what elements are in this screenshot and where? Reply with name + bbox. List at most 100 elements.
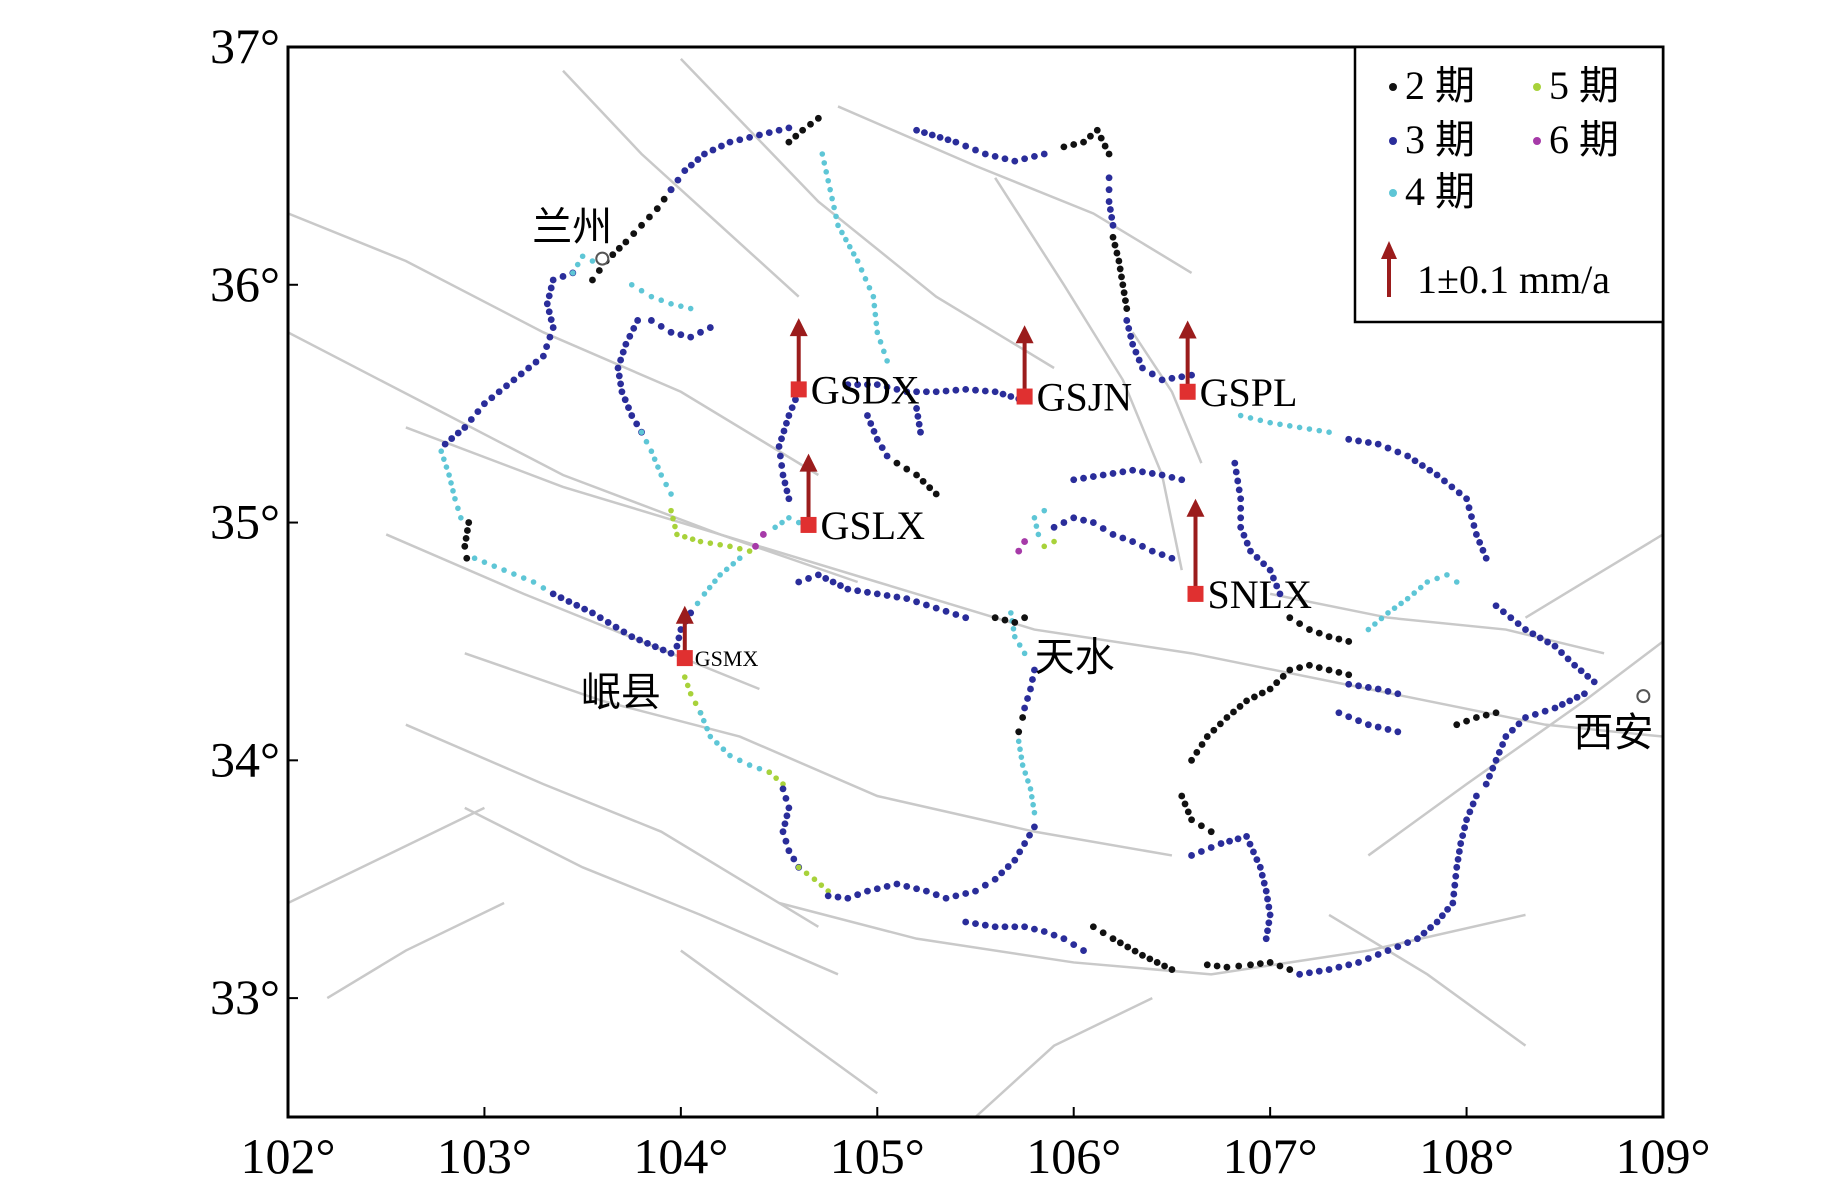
leveling-point (1116, 939, 1124, 947)
leveling-point (701, 591, 708, 597)
leveling-point (1276, 962, 1284, 970)
leveling-point (539, 352, 547, 360)
leveling-point (1011, 619, 1019, 626)
leveling-point (1258, 689, 1266, 697)
leveling-point (1213, 962, 1221, 970)
leveling-point (1463, 816, 1470, 824)
leveling-point (1558, 649, 1565, 656)
leveling-point (932, 388, 940, 396)
leveling-point (844, 894, 852, 902)
leveling-point (687, 305, 694, 312)
x-tick-label: 109° (1616, 1128, 1711, 1181)
leveling-point (1345, 713, 1353, 721)
leveling-point (628, 633, 636, 641)
leveling-point (952, 611, 960, 618)
leveling-point (785, 412, 793, 419)
leveling-point (831, 204, 837, 211)
profile-period-3 (1105, 174, 1117, 229)
fault-line (837, 105, 1193, 274)
leveling-point (981, 387, 989, 395)
profile-period-4 (819, 151, 890, 364)
leveling-point (1551, 642, 1559, 650)
leveling-point (651, 456, 658, 462)
leveling-point (1168, 374, 1176, 382)
leveling-point (913, 885, 920, 893)
leveling-point (545, 292, 553, 300)
leveling-point (981, 150, 989, 158)
leveling-point (782, 837, 790, 845)
profile-period-4 (1237, 412, 1332, 436)
leveling-point (829, 578, 837, 586)
leveling-point (1021, 704, 1029, 712)
profile-period-3 (962, 918, 1087, 954)
leveling-point (651, 643, 659, 651)
leveling-point (1461, 824, 1469, 832)
leveling-point (1158, 551, 1166, 559)
leveling-point (1021, 538, 1029, 545)
leveling-point (1384, 444, 1392, 452)
leveling-point (1466, 808, 1474, 816)
leveling-point (454, 429, 462, 437)
profile-period-4 (1015, 738, 1038, 816)
leveling-point (1247, 961, 1254, 969)
profile-period-2 (1015, 714, 1027, 736)
leveling-point (694, 156, 702, 163)
leveling-point (1385, 610, 1391, 616)
leveling-point (903, 882, 911, 890)
leveling-point (1109, 935, 1117, 943)
leveling-point (917, 428, 924, 436)
leveling-point (1119, 468, 1127, 476)
leveling-point (1207, 844, 1215, 851)
leveling-point (1027, 685, 1034, 693)
fault-line (405, 723, 820, 928)
leveling-point (574, 261, 581, 268)
leveling-point (928, 131, 936, 139)
leveling-point (1223, 963, 1231, 971)
leveling-point (1105, 198, 1113, 205)
leveling-point (448, 480, 454, 486)
leveling-point (1270, 574, 1277, 582)
leveling-point (1161, 962, 1168, 970)
velocity-arrow-head (789, 318, 808, 337)
leveling-point (1459, 832, 1467, 840)
leveling-point (1448, 483, 1456, 491)
legend: 2 期 3 期 4 期 5 期 6 期 1±0.1 mm/a (1353, 45, 1665, 324)
leveling-point (903, 465, 911, 473)
leveling-point (839, 229, 845, 236)
leveling-point (795, 864, 802, 871)
leveling-point (759, 531, 767, 538)
leveling-point (1099, 471, 1107, 479)
leveling-point (658, 297, 665, 304)
leveling-point (1033, 523, 1040, 529)
y-tick-label: 34° (210, 731, 280, 787)
leveling-point (525, 364, 533, 372)
leveling-point (811, 876, 818, 883)
leveling-point (1482, 711, 1490, 719)
leveling-point (638, 221, 645, 229)
leveling-point (441, 456, 447, 462)
leveling-point (660, 195, 668, 203)
leveling-point (1417, 584, 1424, 591)
leveling-point (1394, 728, 1402, 736)
profile-period-3 (667, 124, 793, 194)
leveling-point (559, 273, 567, 280)
leveling-point (452, 495, 458, 502)
leveling-point (1372, 621, 1378, 627)
leveling-point (913, 126, 920, 134)
leveling-point (1492, 756, 1500, 764)
leveling-point (1203, 961, 1211, 969)
leveling-point (668, 491, 674, 497)
leveling-point (1188, 756, 1195, 764)
leveling-point (1122, 297, 1129, 305)
leveling-point (1345, 435, 1353, 443)
station-marker (800, 516, 817, 533)
leveling-point (658, 472, 665, 478)
leveling-point (878, 444, 886, 452)
leveling-point (697, 709, 704, 716)
leveling-point (677, 626, 685, 633)
leveling-point (1019, 762, 1026, 768)
leveling-point (874, 329, 881, 336)
leveling-point (1019, 714, 1027, 721)
leveling-point (1276, 590, 1284, 598)
leveling-point (1531, 710, 1539, 718)
